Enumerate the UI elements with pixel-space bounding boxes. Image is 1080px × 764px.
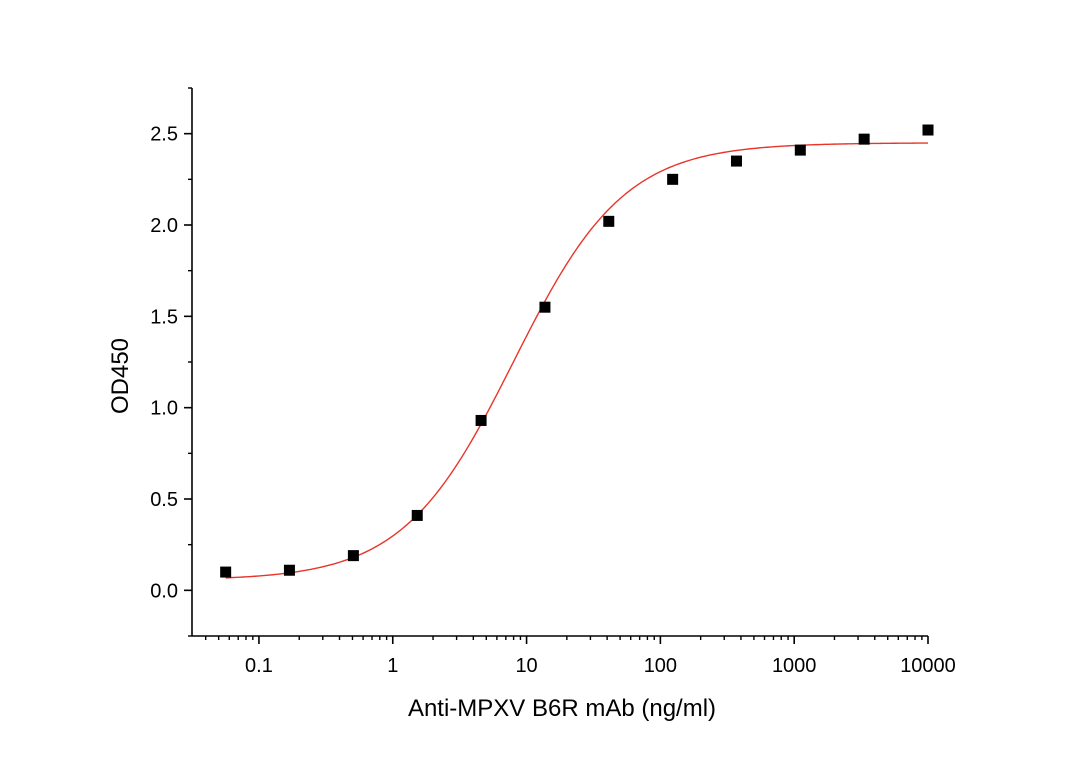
y-tick-label: 0.5 xyxy=(150,489,178,511)
data-point-square xyxy=(667,173,679,185)
y-tick-label: 1.0 xyxy=(150,398,178,420)
y-axis-title: OD450 xyxy=(107,338,134,414)
data-point-square xyxy=(603,215,615,227)
data-point-square xyxy=(794,144,806,156)
x-tick-label: 1000 xyxy=(772,655,817,677)
fit-curve-layer xyxy=(225,142,929,579)
y-tick-label: 0.0 xyxy=(150,580,178,602)
axis-labels: OD450 Anti-MPXV B6R mAb (ng/ml) xyxy=(107,338,716,722)
y-tick-label: 1.5 xyxy=(150,306,178,328)
data-point-square xyxy=(858,133,870,145)
x-tick-label: 100 xyxy=(644,655,677,677)
data-point-square xyxy=(539,301,551,313)
data-point-square xyxy=(922,124,934,136)
data-point-square xyxy=(347,550,359,562)
axes: 0.0 0.5 1.0 1.5 2.0 2.5 0.1 1 10 100 1000 10000 xyxy=(150,87,956,677)
fit-curve xyxy=(225,142,929,579)
data-points xyxy=(220,124,934,578)
x-tick-label: 10000 xyxy=(900,655,956,677)
x-tick-label: 10 xyxy=(515,655,537,677)
y-tick-label: 2.0 xyxy=(150,215,178,237)
x-axis-title: Anti-MPXV B6R mAb (ng/ml) xyxy=(408,695,716,722)
data-point-square xyxy=(411,509,423,521)
x-tick-label: 0.1 xyxy=(245,655,273,677)
data-point-square xyxy=(475,414,487,426)
data-point-square xyxy=(283,564,295,576)
data-point-square xyxy=(730,155,742,167)
data-point-square xyxy=(220,566,232,578)
y-tick-label: 2.5 xyxy=(150,124,178,146)
x-tick-label: 1 xyxy=(387,655,398,677)
